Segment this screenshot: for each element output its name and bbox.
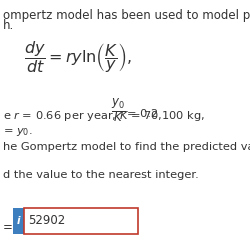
Text: =: = xyxy=(3,221,13,234)
Text: h.: h. xyxy=(3,19,14,32)
Text: e $r$ = 0.66 per year, $K$ = 70,100 kg,: e $r$ = 0.66 per year, $K$ = 70,100 kg, xyxy=(3,109,205,123)
FancyBboxPatch shape xyxy=(24,208,138,234)
Text: 52902: 52902 xyxy=(28,214,65,227)
Text: i: i xyxy=(17,216,20,226)
Text: ompertz model has been used to model populat: ompertz model has been used to model pop… xyxy=(3,9,250,22)
Text: $\dfrac{y_0}{K}$: $\dfrac{y_0}{K}$ xyxy=(111,98,126,124)
Text: he Gompertz model to find the predicted value o: he Gompertz model to find the predicted … xyxy=(3,142,250,152)
Text: $\dfrac{dy}{dt} = ry\ln\!\left(\dfrac{K}{y}\right),$: $\dfrac{dy}{dt} = ry\ln\!\left(\dfrac{K}… xyxy=(24,39,132,75)
Text: = 0.2: = 0.2 xyxy=(127,109,158,119)
Text: = $y_0$.: = $y_0$. xyxy=(3,126,33,138)
Text: d the value to the nearest integer.: d the value to the nearest integer. xyxy=(3,170,199,180)
FancyBboxPatch shape xyxy=(13,208,24,234)
